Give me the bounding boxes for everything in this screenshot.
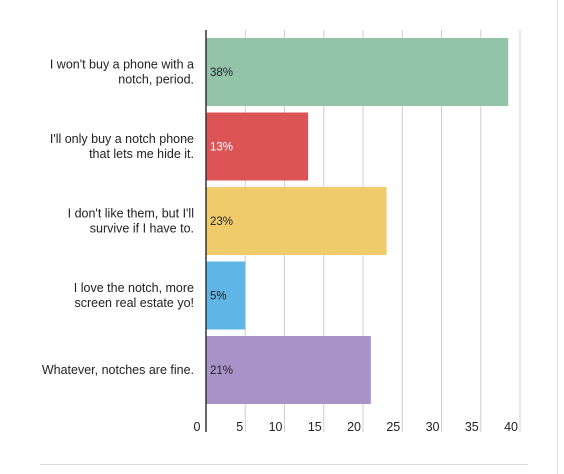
x-tick-label-10: 10: [269, 420, 283, 434]
x-tick-label-0: 0: [194, 420, 201, 434]
data-label-0: 38%: [210, 67, 233, 79]
x-tick-label-15: 15: [308, 420, 322, 434]
category-label-0-line-0: I won't buy a phone with a: [50, 58, 194, 72]
data-label-2: 23%: [210, 216, 233, 228]
category-label-2-line-1: survive if I have to.: [90, 222, 194, 236]
bar-2: [206, 187, 387, 255]
x-tick-label-5: 5: [236, 420, 243, 434]
data-label-1: 13%: [210, 142, 233, 154]
category-label-1-line-0: I'll only buy a notch phone: [50, 132, 194, 146]
bar-4: [206, 336, 371, 404]
bars: [206, 38, 509, 404]
x-tick-label-40: 40: [504, 420, 518, 434]
bar-0: [206, 38, 509, 106]
x-tick-label-35: 35: [465, 420, 479, 434]
bottom-divider: [40, 464, 528, 465]
x-tick-label-25: 25: [386, 420, 400, 434]
category-label-2-line-0: I don't like them, but I'll: [68, 207, 194, 221]
data-labels: 38% 13% 23% 5% 21%: [210, 67, 233, 377]
x-tick-label-30: 30: [426, 420, 440, 434]
category-label-0-line-1: notch, period.: [118, 73, 194, 87]
category-label-4-line-0: Whatever, notches are fine.: [42, 363, 194, 377]
data-label-3: 5%: [210, 291, 227, 303]
x-tick-labels: 0 5 10 15 20 25 30 35 40: [194, 420, 519, 434]
category-label-1-line-1: that lets me hide it.: [89, 147, 194, 161]
bar-1: [206, 112, 309, 181]
x-tick-label-20: 20: [347, 420, 361, 434]
category-label-3-line-0: I love the notch, more: [74, 281, 194, 295]
bar-3: [206, 261, 246, 330]
category-label-3-line-1: screen real estate yo!: [74, 296, 194, 310]
data-label-4: 21%: [210, 365, 233, 377]
